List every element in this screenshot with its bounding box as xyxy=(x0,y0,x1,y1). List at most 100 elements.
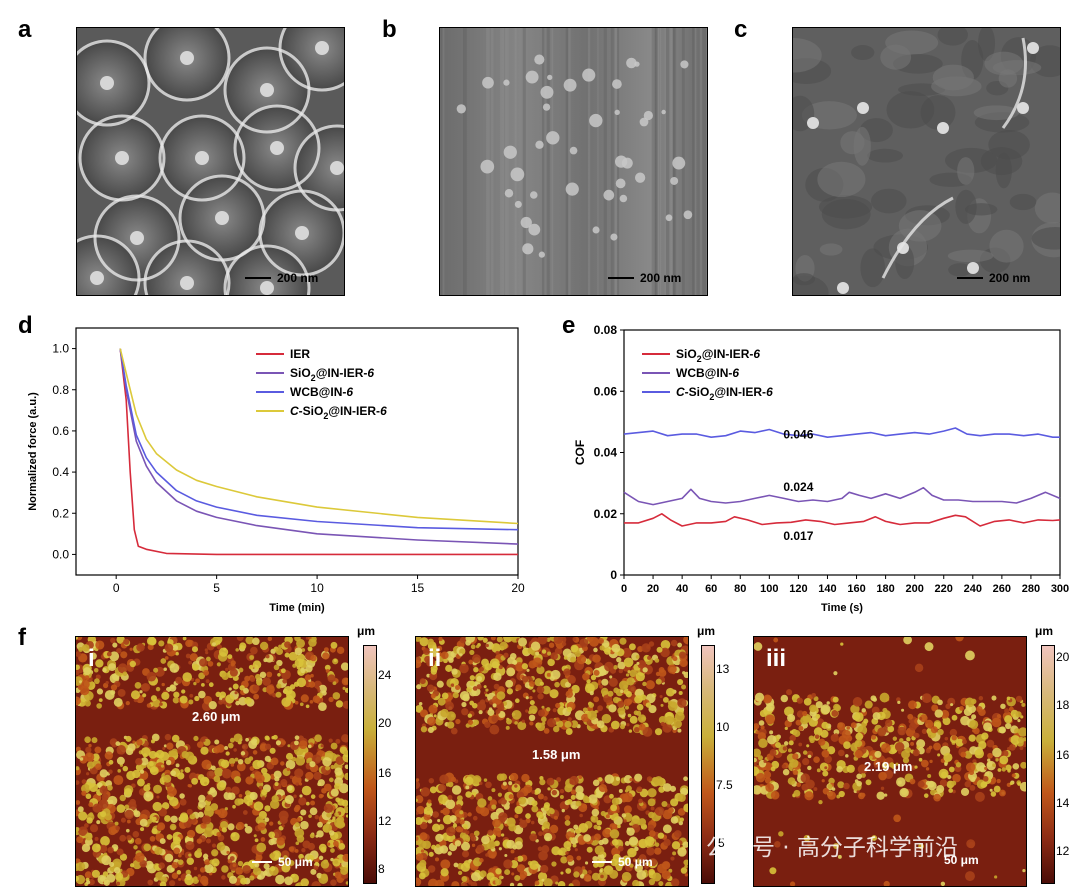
afm-feature xyxy=(660,721,665,727)
sem-streak xyxy=(660,28,664,295)
afm-feature xyxy=(197,811,204,818)
afm-feature xyxy=(621,813,627,818)
afm-feature xyxy=(650,806,655,811)
afm-feature xyxy=(112,642,118,648)
y-tick-label: 0.02 xyxy=(594,507,618,521)
afm-feature xyxy=(185,639,193,648)
afm-feature xyxy=(775,742,781,748)
afm-feature xyxy=(514,841,523,850)
afm-feature xyxy=(677,642,683,648)
afm-feature xyxy=(879,692,890,703)
afm-feature xyxy=(481,658,489,667)
afm-feature xyxy=(271,795,279,803)
afm-feature xyxy=(646,847,655,856)
afm-feature xyxy=(456,804,462,810)
afm-feature xyxy=(974,791,985,802)
afm-feature xyxy=(597,682,601,686)
afm-feature xyxy=(434,879,445,886)
afm-feature xyxy=(169,823,177,831)
afm-feature xyxy=(511,783,521,793)
scale-bar-label: 200 nm xyxy=(277,271,319,285)
afm-feature xyxy=(104,751,113,760)
sem-blob xyxy=(871,188,907,214)
afm-feature xyxy=(243,687,249,694)
afm-feature xyxy=(428,777,435,784)
afm-feature xyxy=(101,793,109,801)
afm-feature xyxy=(537,709,546,717)
afm-feature xyxy=(430,668,437,675)
afm-feature xyxy=(638,723,646,731)
afm-feature xyxy=(149,836,156,842)
afm-feature xyxy=(418,872,426,880)
afm-feature xyxy=(770,766,776,772)
sem-blob xyxy=(964,203,998,216)
afm-feature xyxy=(129,798,136,806)
afm-feature xyxy=(989,788,993,792)
afm-feature xyxy=(495,878,502,886)
afm-feature xyxy=(277,672,281,677)
afm-feature xyxy=(253,693,260,700)
sem-blob xyxy=(973,105,1020,121)
legend-label: IER xyxy=(290,347,310,361)
afm-feature xyxy=(113,867,121,874)
afm-feature xyxy=(314,734,322,743)
legend-label: SiO2@IN-IER-6 xyxy=(290,366,374,383)
afm-feature xyxy=(323,647,329,653)
afm-feature xyxy=(538,850,548,861)
afm-feature xyxy=(939,779,948,787)
afm-feature xyxy=(539,779,546,786)
afm-feature xyxy=(438,637,443,642)
afm-feature xyxy=(569,837,573,841)
afm-feature xyxy=(221,672,229,680)
afm-feature xyxy=(461,708,469,716)
afm-feature xyxy=(310,794,316,799)
afm-feature xyxy=(509,652,517,660)
afm-feature xyxy=(276,837,285,846)
colorbar-tick: 12 xyxy=(1056,844,1070,858)
afm-feature xyxy=(769,867,777,875)
afm-feature xyxy=(498,710,506,719)
sem-blob xyxy=(880,44,912,70)
afm-feature xyxy=(224,745,229,750)
afm-feature xyxy=(950,703,954,707)
sem-streak xyxy=(666,28,670,295)
afm-feature xyxy=(281,863,291,873)
afm-feature xyxy=(161,691,170,700)
afm-feature xyxy=(978,740,987,750)
afm-feature xyxy=(543,728,550,734)
afm-feature xyxy=(307,646,313,652)
sem-particle xyxy=(522,243,534,255)
afm-feature xyxy=(416,798,418,802)
afm-feature xyxy=(845,754,849,758)
afm-feature xyxy=(598,839,604,846)
afm-feature xyxy=(573,871,580,878)
afm-feature xyxy=(228,875,238,884)
afm-feature xyxy=(818,799,823,805)
afm-feature xyxy=(774,841,781,848)
afm-feature xyxy=(603,647,611,655)
afm-feature xyxy=(561,808,565,813)
sem-blob xyxy=(931,76,982,97)
afm-feature xyxy=(856,773,863,780)
afm-feature xyxy=(529,695,533,700)
afm-feature xyxy=(91,737,98,744)
afm-feature xyxy=(514,698,520,704)
afm-feature xyxy=(275,647,283,655)
afm-feature xyxy=(459,637,467,644)
afm-feature xyxy=(294,647,303,656)
sem-blob xyxy=(978,28,996,62)
afm-feature xyxy=(459,648,466,655)
afm-feature xyxy=(301,785,312,796)
afm-feature xyxy=(450,683,455,687)
afm-feature xyxy=(333,658,337,662)
afm-feature xyxy=(201,759,212,770)
afm-feature xyxy=(874,764,878,768)
afm-feature xyxy=(626,827,635,836)
afm-feature xyxy=(621,647,632,658)
afm-feature xyxy=(815,713,821,719)
afm-feature xyxy=(1004,715,1013,724)
afm-feature xyxy=(758,738,768,749)
afm-feature xyxy=(517,855,524,862)
sem-streak xyxy=(463,28,467,295)
sem-blob xyxy=(886,91,935,129)
